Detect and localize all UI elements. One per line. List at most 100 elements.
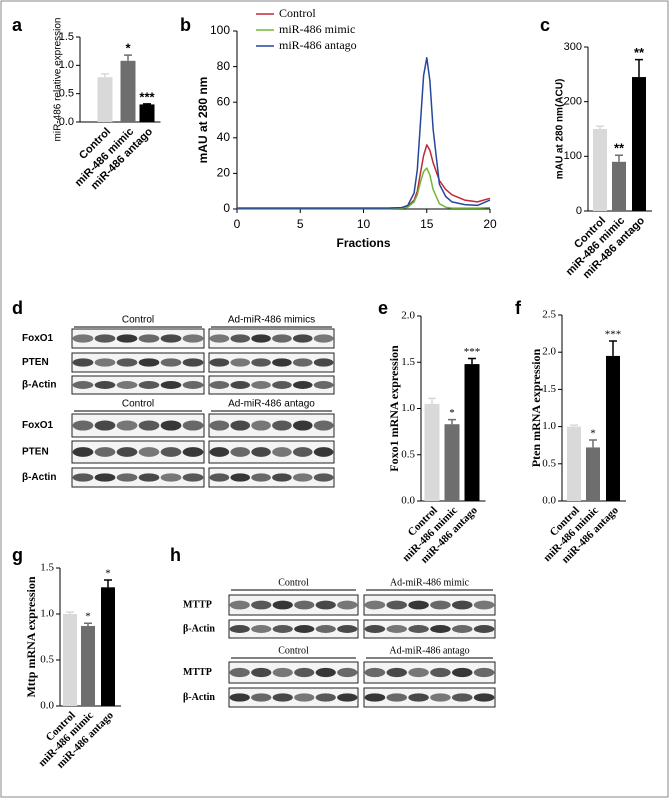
blot-frame: [363, 619, 496, 639]
blot-band: [138, 358, 160, 367]
blot-band: [272, 420, 292, 431]
blot-band: [72, 334, 94, 343]
bar: [593, 129, 607, 211]
blot-band: [272, 625, 293, 633]
blot-header: Ad-miR-486 mimics: [228, 315, 315, 326]
blot-row-label: β-Actin: [22, 472, 56, 483]
significance: ***: [139, 89, 155, 104]
blot-band: [182, 420, 204, 431]
blot-band: [230, 381, 251, 389]
blot-band: [364, 600, 386, 610]
blot-band: [251, 693, 272, 702]
blot-row-label: β-Actin: [22, 380, 56, 391]
panel-letter: f: [515, 298, 522, 318]
blot-band: [138, 447, 160, 457]
panel-letter: g: [12, 545, 23, 565]
blot-frame: [208, 328, 335, 349]
line: [237, 144, 491, 209]
blot-band: [116, 334, 138, 343]
y-tick-label: 1.0: [401, 402, 415, 414]
blot-band: [230, 420, 251, 431]
y-tick-label: 0: [576, 205, 582, 217]
bar: [120, 60, 136, 122]
bar: [101, 587, 115, 706]
x-tick-label: 20: [483, 217, 497, 231]
blot-row-label: MTTP: [183, 599, 212, 610]
y-tick-label: 1.5: [59, 31, 74, 43]
blot-frame: [363, 687, 496, 708]
error-bar: [468, 357, 476, 365]
blot-band: [451, 600, 473, 610]
significance: ***: [464, 346, 481, 358]
panel-letter: b: [180, 15, 191, 35]
blot-frame: [71, 375, 205, 395]
blot-band: [209, 447, 230, 457]
blot-band: [251, 447, 271, 457]
bar: [464, 364, 480, 501]
blot-band: [272, 693, 293, 702]
blot-band: [430, 600, 451, 610]
blot-band: [315, 693, 336, 702]
blot-frame: [208, 352, 335, 373]
blot-band: [292, 473, 313, 482]
y-tick-label: 0.0: [542, 495, 556, 507]
y-tick-label: 2.5: [542, 309, 556, 321]
significance: **: [614, 141, 625, 156]
blot-band: [229, 693, 250, 702]
blot-band: [364, 667, 386, 678]
blot-frame: [363, 594, 496, 616]
blot-band: [364, 625, 386, 633]
blot-band: [116, 420, 138, 431]
blot-band: [209, 358, 230, 367]
blot-band: [272, 358, 292, 367]
blot-band: [230, 334, 251, 343]
blot-band: [229, 625, 250, 633]
blot-band: [251, 420, 271, 431]
blot-frame: [228, 687, 359, 708]
y-axis-label: mAU at 280 nm: [196, 77, 210, 164]
blot-band: [315, 600, 336, 610]
blot-header: Ad-miR-486 mimic: [390, 577, 470, 588]
blot-band: [209, 420, 230, 431]
bar: [444, 424, 460, 501]
significance: *: [449, 407, 455, 419]
x-axis-label: Fractions: [336, 236, 390, 250]
y-tick-label: 0.0: [59, 116, 74, 128]
y-tick-label: 1.0: [59, 59, 74, 71]
line: [237, 56, 491, 209]
blot-band: [116, 447, 138, 457]
blot-frame: [71, 413, 205, 438]
error-bar: [428, 397, 436, 404]
error-bar: [635, 58, 643, 78]
blot-frame: [228, 594, 359, 616]
blot-frame: [208, 375, 335, 395]
blot-header: Control: [122, 315, 154, 326]
blot-band: [160, 334, 182, 343]
error-bar: [66, 611, 74, 614]
blot-band: [160, 381, 182, 389]
blot-band: [430, 667, 451, 678]
y-tick-label: 2.0: [542, 346, 556, 358]
blot-band: [182, 334, 204, 343]
blot-band: [138, 473, 160, 482]
significance: *: [85, 611, 91, 623]
x-tick-label: 0: [234, 217, 241, 231]
blot-band: [294, 667, 315, 678]
blot-band: [430, 693, 451, 702]
blot-band: [72, 381, 94, 389]
blot-band: [313, 447, 334, 457]
blot-band: [473, 600, 495, 610]
blot-frame: [208, 440, 335, 464]
blot-band: [292, 447, 313, 457]
bar: [97, 77, 113, 122]
blot-band: [292, 358, 313, 367]
x-tick-label: 10: [357, 217, 371, 231]
y-tick-label: 1.0: [542, 420, 556, 432]
blot-frame: [71, 467, 205, 488]
blot-band: [230, 358, 251, 367]
blot-band: [251, 334, 271, 343]
y-tick-label: 0.0: [401, 495, 415, 507]
bar: [567, 426, 581, 501]
bar: [632, 77, 646, 211]
